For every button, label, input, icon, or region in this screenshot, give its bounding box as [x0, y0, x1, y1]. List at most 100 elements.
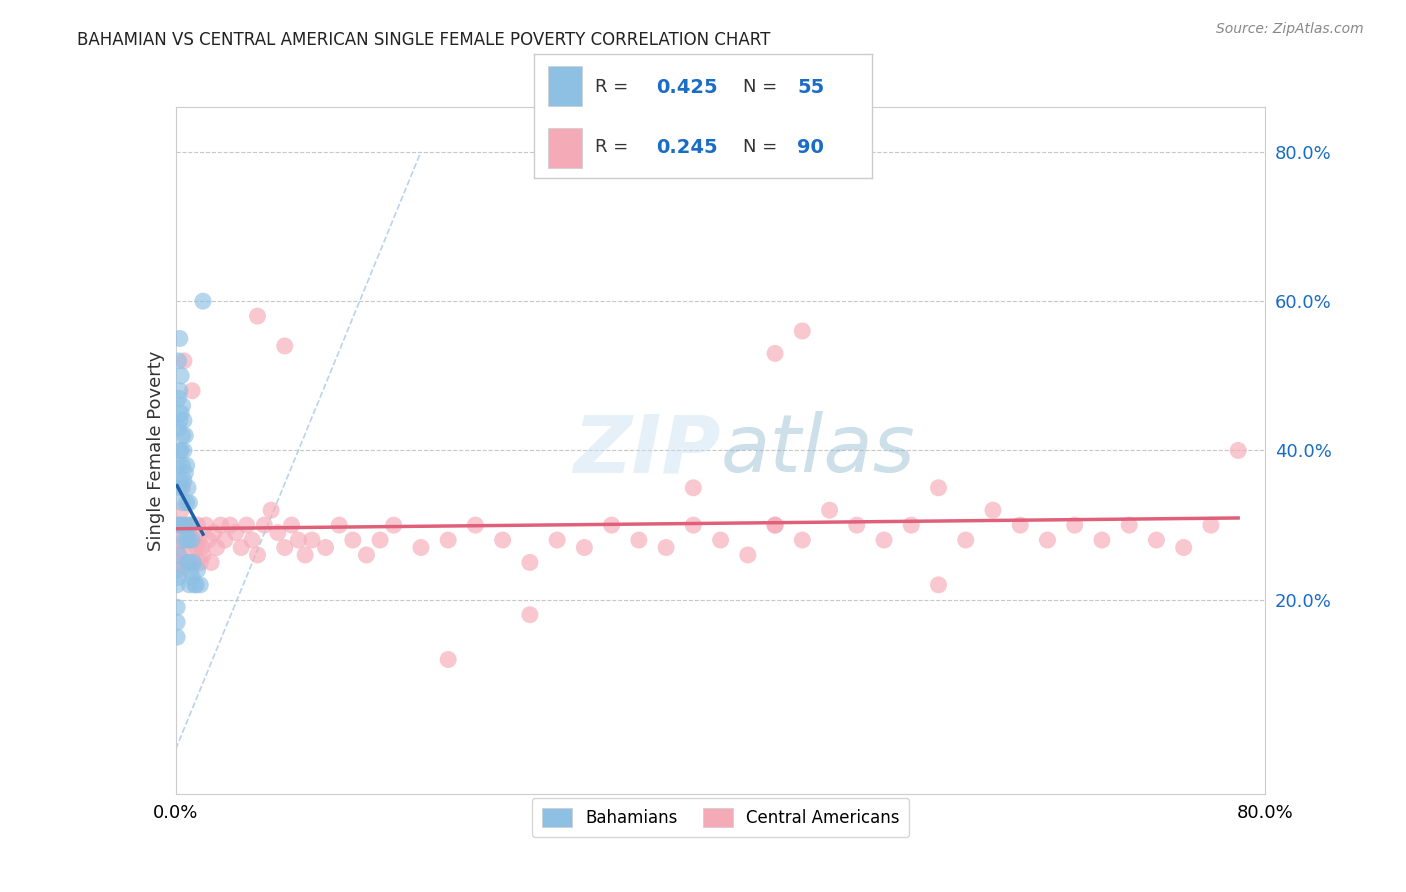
Point [763, 518, 786, 533]
Point [294, 548, 316, 562]
Point [174, 466, 197, 480]
Point [170, 481, 193, 495]
Point [176, 533, 198, 547]
Point [170, 503, 193, 517]
Point [166, 541, 188, 555]
Point [955, 533, 977, 547]
Point [166, 600, 188, 615]
Point [873, 533, 896, 547]
Point [170, 518, 193, 533]
Point [792, 324, 814, 338]
Point [1091, 533, 1114, 547]
Point [1010, 518, 1032, 533]
Point [240, 533, 263, 547]
Point [179, 533, 201, 547]
Point [519, 607, 541, 622]
Point [170, 368, 193, 383]
Point [174, 518, 197, 533]
Point [173, 414, 195, 428]
Point [274, 339, 297, 353]
Point [845, 518, 868, 533]
Text: BAHAMIAN VS CENTRAL AMERICAN SINGLE FEMALE POVERTY CORRELATION CHART: BAHAMIAN VS CENTRAL AMERICAN SINGLE FEMA… [77, 31, 770, 49]
Point [437, 652, 460, 666]
Point [173, 473, 195, 487]
Point [186, 563, 209, 577]
Point [792, 533, 814, 547]
Point [190, 541, 212, 555]
Text: R =: R = [595, 78, 634, 96]
Point [167, 391, 190, 405]
Point [188, 556, 211, 570]
Point [763, 346, 786, 360]
Text: ZIP: ZIP [574, 411, 721, 490]
Point [519, 556, 541, 570]
Point [176, 458, 198, 473]
Point [1118, 518, 1140, 533]
Point [342, 533, 364, 547]
Point [382, 518, 405, 533]
Point [219, 518, 242, 533]
Point [180, 563, 202, 577]
Point [1063, 518, 1085, 533]
Point [170, 563, 193, 577]
Point [181, 570, 204, 584]
Point [181, 533, 204, 547]
Text: N =: N = [744, 138, 783, 156]
Point [167, 481, 190, 495]
Text: 90: 90 [797, 137, 824, 157]
Point [170, 443, 193, 458]
Point [167, 458, 190, 473]
Point [214, 533, 236, 547]
Text: 0.245: 0.245 [655, 137, 717, 157]
Point [169, 384, 191, 398]
Point [166, 615, 188, 630]
Point [191, 548, 214, 562]
Point [174, 518, 197, 533]
Point [180, 518, 202, 533]
Text: 55: 55 [797, 78, 825, 96]
Point [187, 533, 209, 547]
Point [169, 548, 191, 562]
Point [267, 525, 290, 540]
Point [169, 443, 191, 458]
Point [574, 541, 596, 555]
Point [180, 518, 202, 533]
Point [191, 294, 214, 309]
Point [981, 503, 1004, 517]
Point [177, 481, 200, 495]
Point [197, 533, 219, 547]
Point [1227, 443, 1250, 458]
Point [655, 541, 678, 555]
Point [183, 556, 205, 570]
Point [464, 518, 486, 533]
Point [169, 518, 191, 533]
Point [280, 518, 302, 533]
Point [356, 548, 378, 562]
Point [169, 414, 191, 428]
Point [181, 384, 204, 398]
Point [174, 428, 197, 442]
Point [169, 533, 191, 547]
Point [186, 541, 208, 555]
Point [492, 533, 515, 547]
Point [315, 541, 337, 555]
Point [176, 556, 198, 570]
Point [183, 556, 205, 570]
Point [231, 541, 253, 555]
Point [166, 630, 188, 644]
Point [179, 556, 201, 570]
Point [437, 533, 460, 547]
Point [928, 578, 950, 592]
Point [246, 309, 269, 323]
Y-axis label: Single Female Poverty: Single Female Poverty [146, 351, 165, 550]
Point [176, 496, 198, 510]
Point [167, 421, 190, 435]
Point [900, 518, 922, 533]
Point [167, 570, 190, 584]
Point [409, 541, 432, 555]
Point [177, 556, 200, 570]
Text: atlas: atlas [721, 411, 915, 490]
Point [627, 533, 650, 547]
Point [172, 496, 194, 510]
Point [186, 518, 209, 533]
